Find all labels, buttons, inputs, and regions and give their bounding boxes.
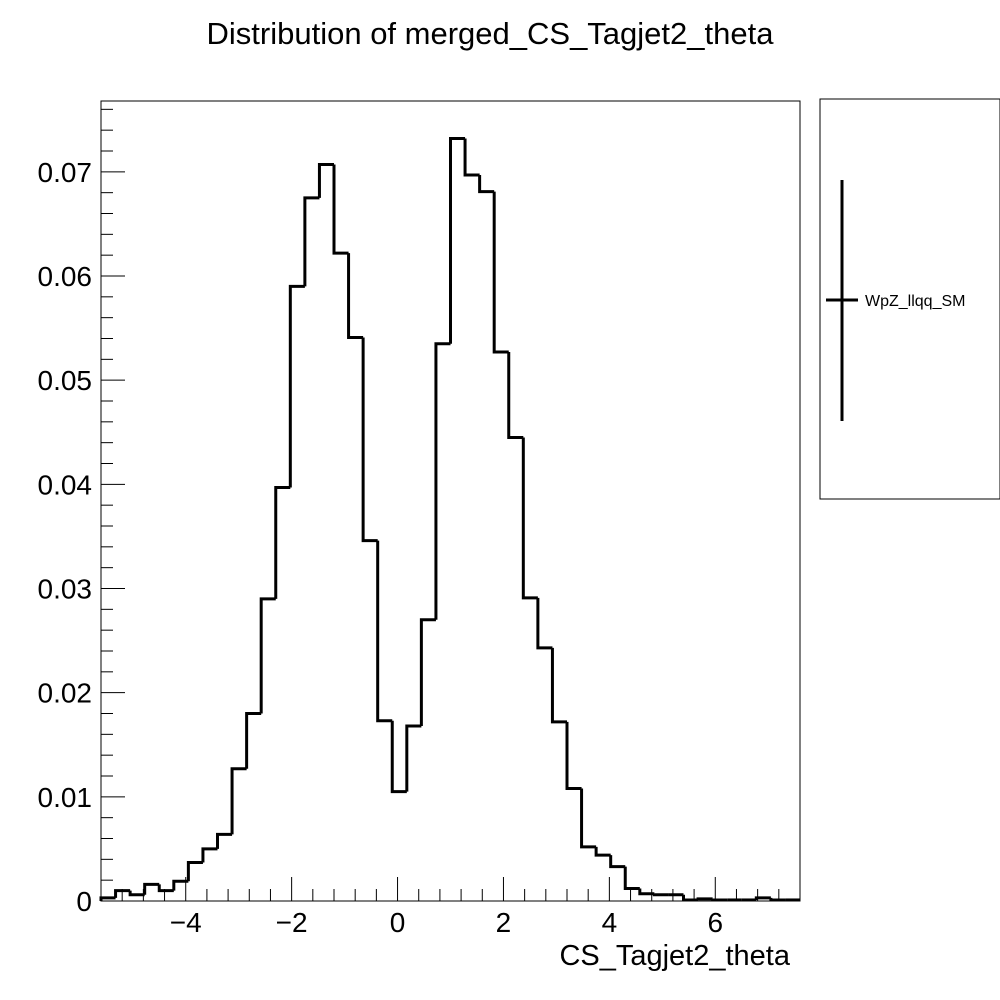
x-tick-label: 4	[602, 907, 618, 938]
y-tick-label: 0.06	[38, 261, 93, 292]
y-tick-label: 0.04	[38, 469, 93, 500]
histogram-bin	[550, 647, 567, 724]
histogram-bin	[157, 884, 174, 893]
plot-frame	[100, 100, 801, 902]
histogram-bin	[172, 879, 189, 891]
histogram-bin	[638, 888, 655, 896]
histogram-bin	[274, 485, 291, 599]
x-tick-label: −4	[170, 907, 202, 938]
histogram-bin	[99, 896, 116, 901]
histogram-bin	[405, 724, 422, 792]
y-axis-ticks	[101, 108, 125, 902]
histogram-bin	[521, 437, 538, 600]
histogram-bin	[143, 882, 160, 895]
histogram-bin	[186, 860, 203, 882]
histogram-bin	[754, 896, 771, 900]
histogram-bin	[332, 164, 349, 255]
histogram-bin	[201, 847, 218, 863]
x-axis-ticks	[100, 877, 801, 901]
histogram-bin	[303, 196, 320, 287]
histogram-bin	[434, 342, 451, 620]
histogram-bin	[623, 866, 640, 890]
histogram-bin	[463, 138, 480, 177]
y-axis-tick-labels: 0 0.01 0.02 0.03 0.04 0.05 0.06 0.07	[38, 157, 93, 917]
histogram-bin	[769, 897, 786, 902]
histogram-bin	[652, 893, 669, 897]
x-tick-label: 0	[390, 907, 406, 938]
histogram-bin	[478, 174, 495, 194]
histogram-bin	[594, 846, 611, 857]
x-axis-tick-labels: −4 −2 0 2 4 6	[170, 907, 723, 938]
y-tick-label: 0.07	[38, 157, 93, 188]
y-tick-label: 0	[76, 886, 92, 917]
x-tick-label: 2	[496, 907, 512, 938]
histogram-bin	[128, 890, 145, 897]
histogram-bin	[216, 832, 233, 849]
y-tick-label: 0.05	[38, 365, 93, 396]
histogram-bin	[347, 253, 364, 339]
legend-entry-label: WpZ_llqq_SM	[865, 293, 965, 310]
x-tick-label: −2	[276, 907, 308, 938]
histogram-bin	[114, 889, 131, 898]
histogram-bin	[536, 597, 553, 650]
x-axis-label: CS_Tagjet2_theta	[559, 940, 790, 972]
y-tick-label: 0.03	[38, 574, 93, 605]
histogram-bin	[609, 855, 626, 869]
histogram-bin	[390, 720, 407, 794]
y-tick-label: 0.01	[38, 782, 93, 813]
histogram-bin	[507, 352, 524, 439]
histogram-bin	[230, 767, 247, 835]
histogram-bin	[361, 337, 378, 543]
x-tick-label: 6	[707, 907, 723, 938]
histogram-bin	[565, 721, 582, 790]
y-tick-label: 0.02	[38, 678, 93, 709]
histogram-bin	[259, 597, 276, 714]
histogram-bin	[419, 618, 436, 726]
legend: WpZ_llqq_SM	[819, 98, 1000, 500]
histogram-bin	[696, 897, 713, 901]
histogram-bin	[580, 788, 597, 849]
histogram-bin	[317, 163, 334, 198]
histogram-bins	[99, 137, 800, 902]
histogram-bin	[449, 137, 466, 344]
chart-title: Distribution of merged_CS_Tagjet2_theta	[207, 16, 775, 51]
histogram-bin	[711, 898, 728, 902]
histogram-bin	[245, 712, 262, 769]
histogram-bin	[288, 284, 305, 488]
histogram-bin	[376, 540, 393, 723]
histogram-bin	[682, 894, 699, 902]
histogram-bin	[492, 191, 509, 354]
